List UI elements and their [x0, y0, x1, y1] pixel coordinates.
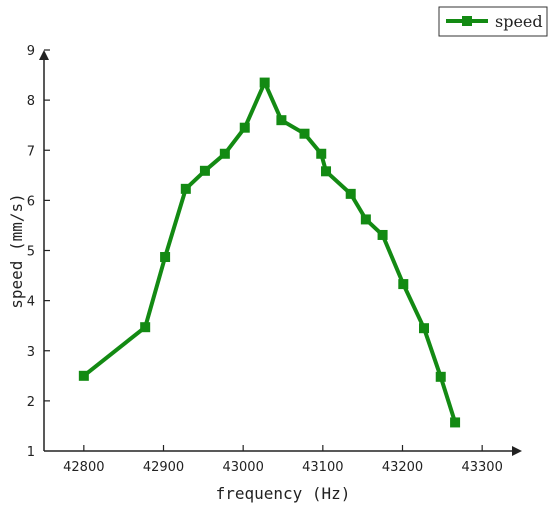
- y-axis-title: speed (mm/s): [7, 193, 26, 309]
- y-tick-label: 1: [27, 445, 35, 460]
- data-point: [435, 371, 446, 382]
- legend: speed: [438, 6, 548, 37]
- axes: [39, 50, 522, 456]
- y-tick-label: 3: [27, 345, 35, 360]
- ticks: 42800 42900 43000 43100 43200 43300 1 2 3 4 5 6 7 8 9: [27, 44, 503, 475]
- y-tick-label: 4: [27, 295, 35, 310]
- x-tick-label: 42900: [143, 460, 184, 475]
- y-tick-label: 9: [27, 44, 35, 59]
- data-point: [180, 183, 191, 194]
- y-tick-label: 6: [27, 194, 35, 209]
- data-point: [219, 148, 230, 159]
- legend-label: speed: [495, 12, 543, 31]
- series-line-speed: [82, 80, 458, 424]
- data-point: [78, 370, 89, 381]
- data-point: [160, 252, 171, 263]
- data-point: [239, 122, 250, 133]
- y-tick-label: 8: [27, 94, 35, 109]
- data-point: [276, 115, 287, 126]
- legend-marker: [462, 16, 472, 26]
- data-point: [259, 77, 270, 88]
- data-point: [140, 322, 151, 333]
- data-point: [321, 166, 332, 177]
- x-tick-label: 43300: [461, 460, 502, 475]
- x-tick-label: 43200: [382, 460, 423, 475]
- data-point: [299, 128, 310, 139]
- data-point: [377, 229, 388, 240]
- y-tick-label: 5: [27, 245, 35, 260]
- y-tick-label: 7: [27, 144, 35, 159]
- x-tick-label: 43100: [302, 460, 343, 475]
- data-point: [360, 214, 371, 225]
- x-tick-label: 43000: [222, 460, 263, 475]
- plot-area: [78, 77, 461, 428]
- data-point: [398, 279, 409, 290]
- data-point: [316, 148, 327, 159]
- data-point: [345, 188, 356, 199]
- data-point: [450, 417, 461, 428]
- x-axis-title: frequency (Hz): [216, 484, 351, 503]
- x-tick-label: 42800: [63, 460, 104, 475]
- y-axis-arrow: [39, 50, 49, 60]
- data-point: [419, 323, 430, 334]
- x-axis-arrow: [512, 446, 522, 456]
- data-point: [199, 165, 210, 176]
- y-tick-label: 2: [27, 395, 35, 410]
